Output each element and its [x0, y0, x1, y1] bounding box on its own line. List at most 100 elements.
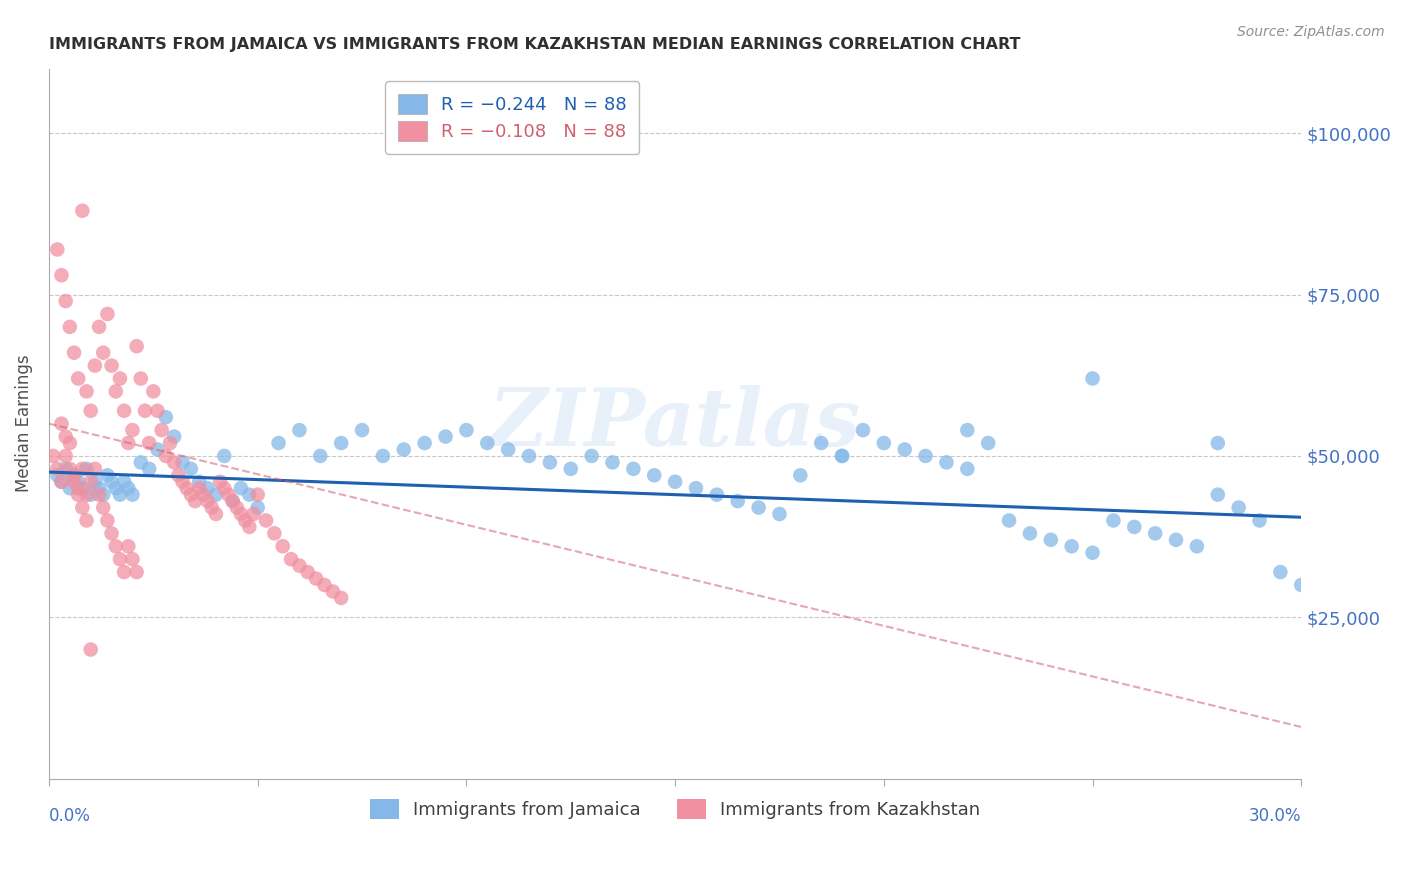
Point: [76, 513, 98, 527]
Point: [46, 462, 69, 476]
Point: [517, 449, 540, 463]
Point: [1270, 565, 1292, 579]
Point: [55, 429, 77, 443]
Point: [117, 539, 139, 553]
Point: [134, 403, 156, 417]
Point: [434, 429, 457, 443]
Point: [72, 203, 94, 218]
Point: [129, 455, 152, 469]
Text: 30.0%: 30.0%: [1249, 807, 1302, 825]
Point: [172, 455, 194, 469]
Point: [80, 475, 103, 489]
Point: [100, 526, 122, 541]
Point: [51, 417, 73, 431]
Point: [229, 481, 252, 495]
Point: [121, 552, 143, 566]
Point: [322, 584, 344, 599]
Point: [67, 488, 90, 502]
Point: [176, 481, 198, 495]
Point: [67, 481, 90, 495]
Point: [330, 436, 353, 450]
Point: [83, 359, 105, 373]
Point: [1185, 539, 1208, 553]
Point: [159, 436, 181, 450]
Point: [163, 455, 186, 469]
Point: [55, 449, 77, 463]
Point: [314, 578, 336, 592]
Text: 0.0%: 0.0%: [49, 807, 91, 825]
Point: [121, 423, 143, 437]
Point: [108, 552, 131, 566]
Point: [1227, 500, 1250, 515]
Text: Source: ZipAtlas.com: Source: ZipAtlas.com: [1237, 25, 1385, 39]
Point: [112, 475, 135, 489]
Point: [1081, 371, 1104, 385]
Point: [184, 494, 207, 508]
Point: [150, 423, 173, 437]
Point: [46, 243, 69, 257]
Point: [167, 468, 190, 483]
Point: [83, 462, 105, 476]
Point: [91, 500, 114, 515]
Point: [201, 500, 224, 515]
Point: [685, 481, 707, 495]
Point: [538, 455, 561, 469]
Point: [104, 384, 127, 399]
Point: [55, 294, 77, 309]
Point: [229, 507, 252, 521]
Point: [748, 500, 770, 515]
Point: [621, 462, 644, 476]
Point: [112, 565, 135, 579]
Point: [51, 475, 73, 489]
Point: [63, 475, 86, 489]
Point: [1206, 436, 1229, 450]
Point: [83, 475, 105, 489]
Point: [643, 468, 665, 483]
Point: [263, 526, 285, 541]
Point: [217, 488, 239, 502]
Point: [87, 319, 110, 334]
Point: [831, 449, 853, 463]
Point: [72, 481, 94, 495]
Point: [238, 488, 260, 502]
Point: [893, 442, 915, 457]
Point: [180, 462, 202, 476]
Point: [100, 359, 122, 373]
Point: [214, 481, 236, 495]
Point: [789, 468, 811, 483]
Legend: Immigrants from Jamaica, Immigrants from Kazakhstan: Immigrants from Jamaica, Immigrants from…: [359, 789, 991, 830]
Point: [727, 494, 749, 508]
Point: [873, 436, 896, 450]
Point: [46, 468, 69, 483]
Point: [330, 591, 353, 605]
Point: [1102, 513, 1125, 527]
Point: [560, 462, 582, 476]
Point: [1144, 526, 1167, 541]
Point: [956, 462, 979, 476]
Point: [1039, 533, 1062, 547]
Point: [63, 468, 86, 483]
Point: [297, 565, 319, 579]
Point: [193, 488, 215, 502]
Point: [233, 513, 256, 527]
Point: [188, 481, 211, 495]
Point: [956, 423, 979, 437]
Point: [51, 475, 73, 489]
Point: [352, 423, 374, 437]
Point: [96, 307, 118, 321]
Point: [998, 513, 1021, 527]
Point: [392, 442, 415, 457]
Point: [91, 488, 114, 502]
Point: [305, 572, 328, 586]
Point: [267, 436, 290, 450]
Point: [205, 507, 228, 521]
Point: [129, 371, 152, 385]
Point: [87, 481, 110, 495]
Point: [456, 423, 478, 437]
Point: [87, 488, 110, 502]
Y-axis label: Median Earnings: Median Earnings: [15, 355, 32, 492]
Point: [80, 403, 103, 417]
Point: [59, 481, 82, 495]
Point: [205, 488, 228, 502]
Point: [72, 462, 94, 476]
